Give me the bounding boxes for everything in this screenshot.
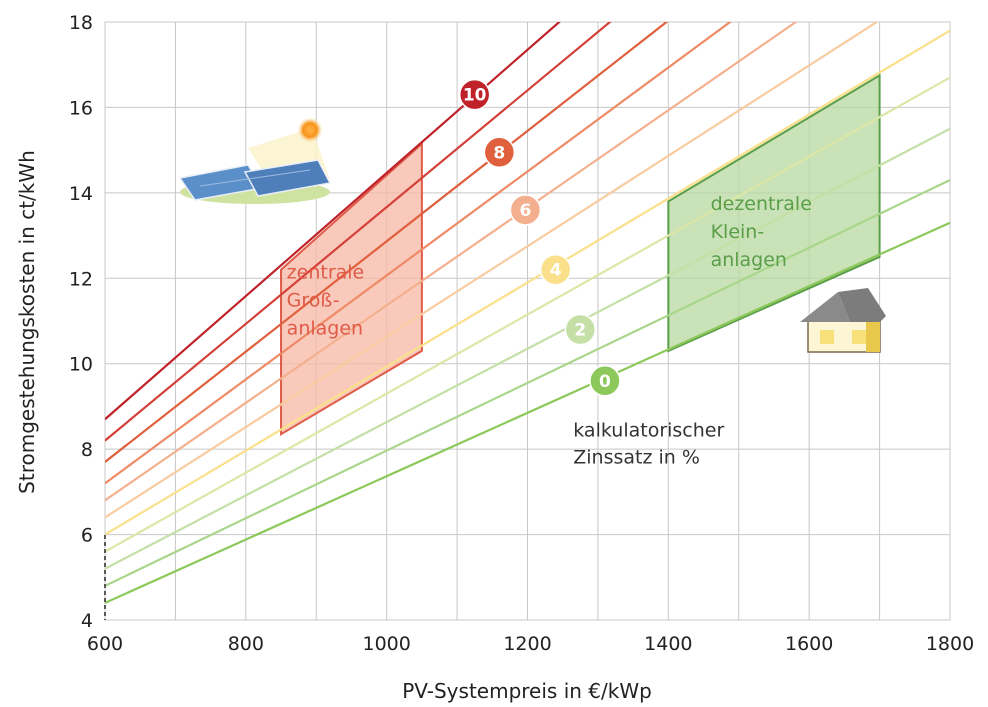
solar-park-icon [178, 118, 332, 204]
y-tick-label-5: 14 [69, 183, 93, 205]
series-line-3 [105, 76, 950, 553]
series-line-1 [105, 179, 950, 587]
series-line-4 [105, 29, 950, 536]
x-tick-label-0: 600 [87, 633, 123, 655]
x-tick-label-1: 800 [228, 633, 264, 655]
rate-badge-8 [483, 136, 516, 169]
series-line-0 [105, 221, 950, 604]
rate-badge-2 [564, 313, 597, 346]
rate-badge-4 [539, 253, 572, 286]
rate-badge-0 [589, 365, 621, 397]
rate-badge-label-2: 2 [574, 321, 586, 341]
x-tick-label-6: 1800 [926, 633, 974, 655]
rate-badges: 10 8 6 4 2 0 [458, 78, 621, 397]
rate-annotation-text: kalkulatorischer Zinssatz in % [573, 419, 724, 468]
rate-badge-label-0: 0 [599, 372, 611, 392]
rate-badge-label-4: 4 [550, 261, 562, 281]
x-tick-label-5: 1600 [785, 633, 833, 655]
series-line-5 [105, 22, 879, 519]
y-tick-label-7: 18 [69, 12, 93, 34]
y-tick-label-2: 8 [81, 439, 93, 461]
series-line-9 [105, 22, 612, 442]
region-label-0: zentrale Groß-anlagen [287, 261, 365, 339]
y-tick-label-1: 6 [81, 525, 93, 547]
series-line-8 [105, 22, 669, 463]
x-tick-label-3: 1200 [503, 633, 551, 655]
rate-annotation: kalkulatorischer Zinssatz in % [573, 419, 724, 468]
y-axis-label: Stromgestehungskosten in ct/kWh [15, 150, 39, 494]
x-axis-label: PV-Systempreis in €/kWp [402, 679, 652, 703]
y-tick-label-0: 4 [81, 610, 93, 632]
rate-badge-label-6: 6 [519, 201, 531, 221]
y-tick-label-4: 12 [69, 268, 93, 290]
house-icon [800, 288, 886, 353]
series-lines [105, 22, 950, 604]
x-tick-label-4: 1400 [644, 633, 692, 655]
region-labels: zentrale Groß-anlagen dezentrale Klein-anla… [287, 193, 812, 339]
y-tick-label-3: 10 [69, 354, 93, 376]
rate-badge-label-8: 8 [493, 143, 505, 163]
x-tick-label-2: 1000 [362, 633, 410, 655]
series-line-2 [105, 127, 950, 570]
rate-badge-label-10: 10 [463, 86, 487, 106]
x-tick-labels: 600 800 1000 1200 1400 1600 1800 [87, 633, 974, 655]
region-1 [667, 73, 881, 353]
rate-badge-10 [458, 78, 491, 111]
rate-badge-6 [509, 194, 542, 226]
y-tick-labels: 4 6 8 10 12 14 16 18 [69, 12, 93, 632]
series-line-10 [105, 22, 561, 421]
region-label-1: dezentrale Klein-anlagen [711, 193, 812, 271]
series-line-7 [105, 22, 732, 485]
y-tick-label-6: 16 [69, 97, 93, 119]
